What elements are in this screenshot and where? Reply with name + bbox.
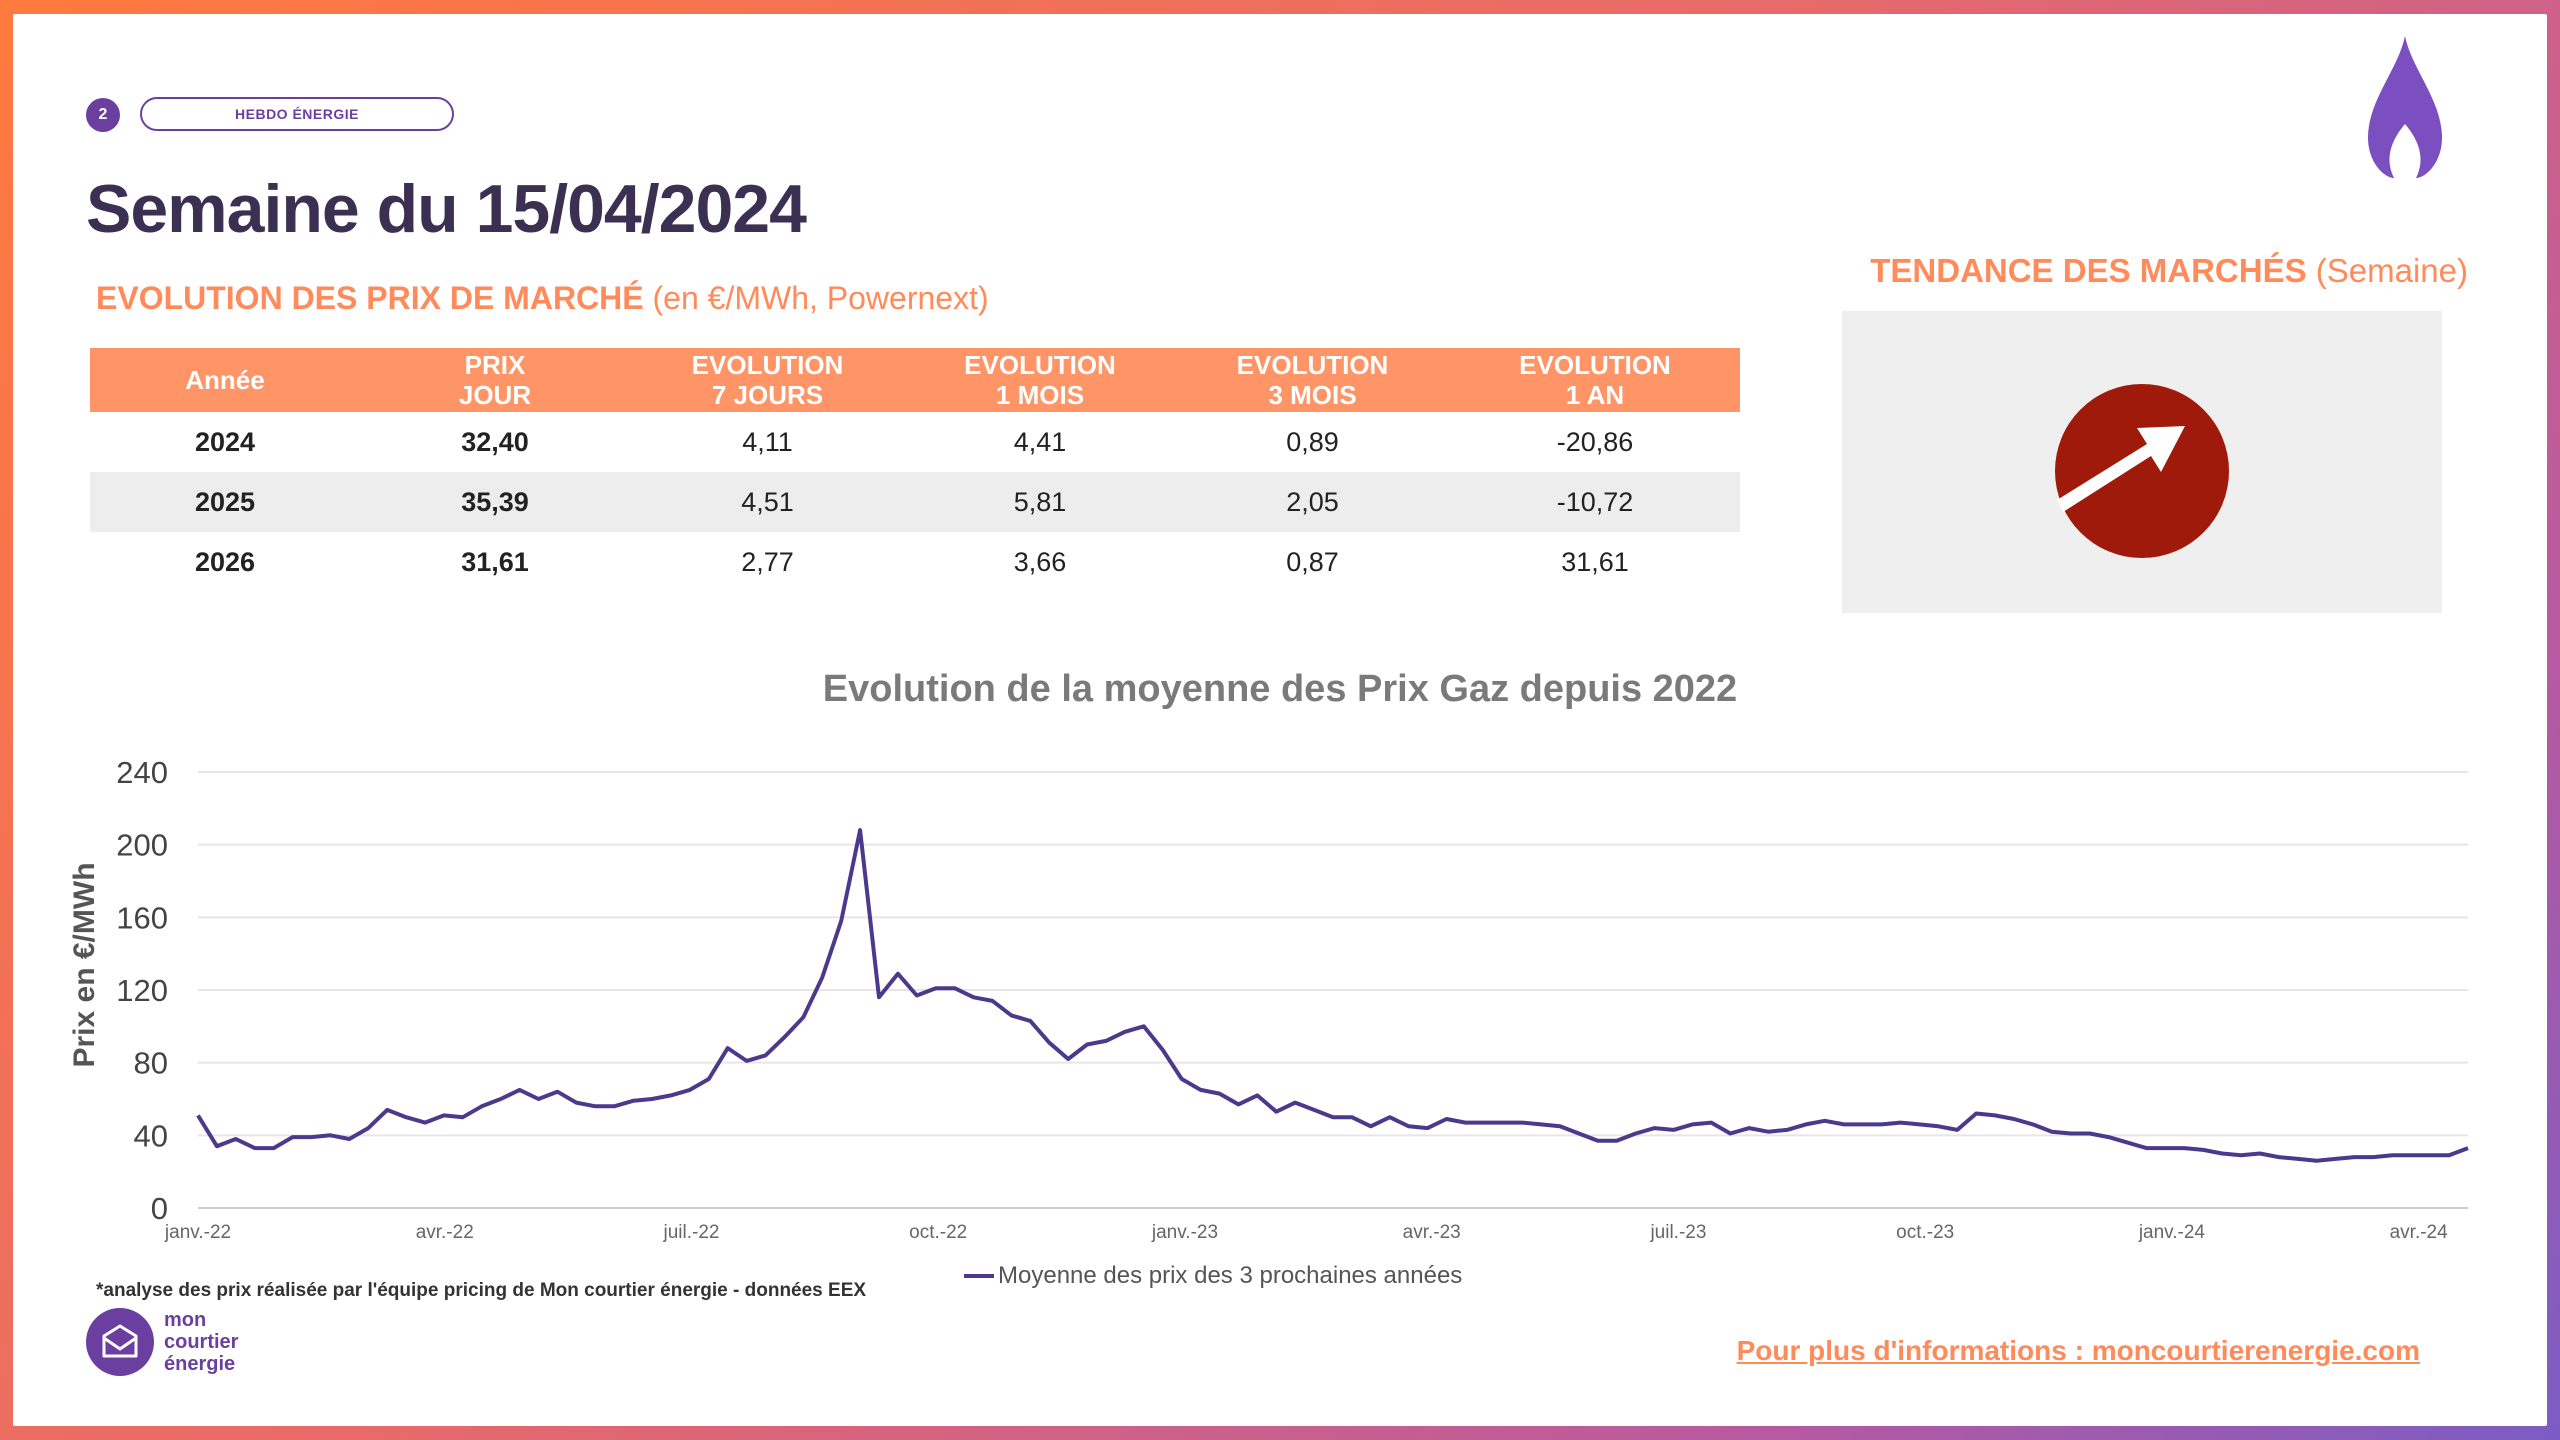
cell-price: 32,40: [461, 426, 529, 457]
page-title: Semaine du 15/04/2024: [86, 171, 807, 247]
x-tick-label: janv.-23: [1151, 1222, 1218, 1243]
arrow-up-right-icon: [2055, 384, 2229, 558]
y-axis-ticks: 0 40 80 120 160 200 240: [116, 755, 168, 1226]
cell-evo-1m: 3,66: [1013, 546, 1067, 577]
prices-subtitle: EVOLUTION DES PRIX DE MARCHÉ (en €/MWh, …: [96, 280, 989, 317]
cell-evo-1m: 5,81: [905, 472, 1175, 532]
x-tick-label: oct.-23: [1896, 1222, 1954, 1243]
table-row: 2025 35,39 4,51 5,81 2,05 -10,72: [90, 472, 1740, 532]
cell-evo-7d: 4,11: [742, 426, 793, 457]
cell-evo-1m: 4,41: [1013, 426, 1067, 457]
cell-evo-7d: 4,51: [630, 472, 905, 532]
x-tick-label: janv.-22: [164, 1222, 231, 1243]
cell-evo-1y: -10,72: [1450, 472, 1740, 532]
cell-evo-1y: 31,61: [1561, 546, 1629, 577]
y-tick-label: 240: [116, 755, 168, 790]
chart-gridlines: [198, 771, 2468, 1209]
trend-title: TENDANCE DES MARCHÉS (Semaine): [1870, 252, 2468, 290]
table-row: 2026 31,61 2,77 3,66 0,87 31,61: [90, 532, 1740, 592]
table-header-row: Année PRIX JOUR EVOLUTION 7 JOURS EVOLUT…: [90, 348, 1740, 412]
x-tick-label: avr.-22: [416, 1222, 474, 1243]
trend-title-strong: TENDANCE DES MARCHÉS: [1870, 252, 2307, 289]
cell-year: 2024: [194, 426, 256, 457]
cell-evo-3m: 2,05: [1175, 472, 1450, 532]
y-tick-label: 0: [151, 1191, 168, 1226]
col-header-price: PRIX JOUR: [360, 348, 630, 412]
series-line: [196, 828, 2469, 1163]
price-line-chart: 0 40 80 120 160 200 240 janv.-22 avr.-22 juil.-2…: [68, 755, 2469, 1243]
y-tick-label: 200: [116, 828, 168, 863]
cell-evo-1y: -20,86: [1556, 426, 1634, 457]
x-tick-label: avr.-23: [1403, 1222, 1461, 1243]
report-card: [13, 14, 2547, 1426]
x-axis-ticks: janv.-22 avr.-22 juil.-22 oct.-22 janv.-23 av…: [164, 1222, 2448, 1243]
x-tick-label: juil.-23: [1649, 1222, 1706, 1243]
y-tick-label: 40: [134, 1118, 168, 1153]
brand-name-line3: énergie: [164, 1353, 236, 1375]
x-tick-label: janv.-24: [2138, 1222, 2206, 1243]
envelope-icon: [86, 1308, 154, 1376]
brand-name: mon courtier énergie: [164, 1309, 238, 1375]
prices-subtitle-light: (en €/MWh, Powernext): [643, 280, 989, 316]
col-header-1m: EVOLUTION 1 MOIS: [905, 348, 1175, 412]
col-header-3m: EVOLUTION 3 MOIS: [1175, 348, 1450, 412]
report-tag: HEBDO ÉNERGIE: [140, 97, 454, 131]
flame-icon: [2368, 36, 2442, 178]
more-info-link[interactable]: Pour plus d'informations : moncourtieren…: [1736, 1335, 2420, 1366]
trend-panel: [1842, 311, 2442, 613]
chart-title: Evolution de la moyenne des Prix Gaz dep…: [822, 668, 1738, 710]
brand-name-line2: courtier: [164, 1331, 239, 1353]
brand-logo: mon courtier énergie: [86, 1308, 238, 1376]
prices-table: Année PRIX JOUR EVOLUTION 7 JOURS EVOLUT…: [90, 348, 1740, 592]
x-tick-label: juil.-22: [662, 1222, 719, 1243]
brand-name-line1: mon: [164, 1309, 207, 1331]
cell-price: 31,61: [461, 546, 529, 577]
cell-year: 2026: [194, 546, 256, 577]
y-axis-label: Prix en €/MWh: [68, 862, 101, 1067]
y-tick-label: 160: [116, 900, 168, 935]
col-header-7d: EVOLUTION 7 JOURS: [630, 348, 905, 412]
cell-evo-3m: 0,89: [1286, 426, 1339, 457]
trend-title-light: (Semaine): [2306, 252, 2468, 289]
cell-price: 35,39: [360, 472, 630, 532]
x-tick-label: oct.-22: [909, 1222, 967, 1243]
legend-swatch: [964, 1274, 994, 1278]
cell-evo-3m: 0,87: [1286, 546, 1339, 577]
x-tick-label: avr.-24: [2390, 1222, 2449, 1243]
chart-legend: Moyenne des prix des 3 prochaines années: [964, 1262, 1462, 1290]
prices-subtitle-strong: EVOLUTION DES PRIX DE MARCHÉ: [96, 280, 644, 316]
col-header-1y: EVOLUTION 1 AN: [1450, 348, 1740, 412]
page-number-badge: 2: [86, 98, 120, 132]
cell-year: 2025: [90, 472, 360, 532]
table-row: 2024 32,40 4,11 4,41 0,89 -20,86: [90, 412, 1740, 472]
col-header-year: Année: [90, 348, 360, 412]
analysis-footnote: *analyse des prix réalisée par l'équipe …: [96, 1280, 867, 1301]
legend-label: Moyenne des prix des 3 prochaines années: [998, 1262, 1463, 1289]
y-tick-label: 120: [116, 973, 168, 1008]
y-tick-label: 80: [134, 1046, 168, 1081]
cell-evo-7d: 2,77: [741, 546, 794, 577]
